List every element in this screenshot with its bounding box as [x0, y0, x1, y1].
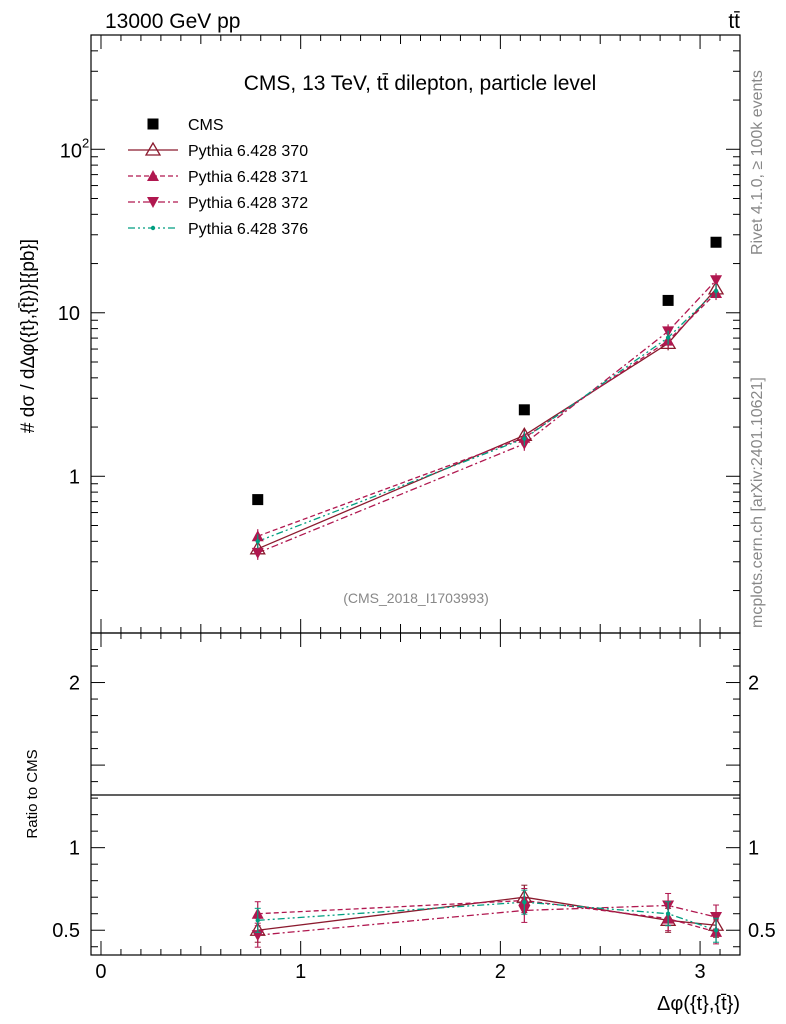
ratio-point-3: [255, 918, 260, 923]
mc-point-4: [713, 288, 719, 294]
ratio-markers: [249, 884, 725, 948]
legend: CMS Pythia 6.428 370 Pythia 6.428 371 Pythi…: [128, 117, 308, 238]
legend-marker: [150, 225, 156, 231]
x-tick-label: 2: [495, 961, 506, 983]
main-y-axis-label: # dσ / dΔφ({t},{t̄})}[{pb}]: [18, 239, 39, 433]
mc-curve-4: [257, 290, 717, 542]
ratio-point-2: [251, 930, 264, 942]
legend-marker-cms: [147, 118, 159, 130]
main-y-tick-label: 10: [60, 140, 82, 162]
mc-point-4: [522, 436, 527, 441]
ratio-y-tick-label-right: 1: [748, 838, 759, 860]
cms-data-point: [662, 294, 674, 306]
mcplots-label: mcplots.cern.ch [arXiv:2401.10621]: [749, 377, 766, 628]
ratio-y-tick-label-right: 0.5: [748, 920, 776, 942]
ratio-point-3: [665, 911, 671, 916]
ratio-curves: [257, 896, 717, 936]
header-right: tt̄: [728, 10, 740, 33]
ratio-point-3: [713, 928, 719, 933]
cms-data-point: [252, 494, 264, 506]
ratio-plot-panel: 0.5 0.5 1 1 2 2 0 1 2 3 Ratio to CMS Δφ({t},{t̄}): [24, 632, 776, 1015]
mc-point-4: [665, 335, 671, 340]
mc-curve-2: [257, 292, 717, 537]
ratio-y-tick-label: 2: [69, 673, 80, 695]
x-tick-label: 0: [95, 961, 106, 983]
cms-data-point: [518, 404, 530, 416]
ratio-curve-1: [257, 899, 717, 933]
legend-entry: Pythia 6.428 370: [188, 143, 308, 160]
ratio-curve-2: [257, 904, 717, 936]
ratio-curve-0: [257, 896, 717, 931]
x-tick-label: 1: [295, 961, 306, 983]
legend-marker: [144, 141, 162, 156]
legend-entry: Pythia 6.428 376: [188, 221, 308, 238]
legend-marker: [147, 170, 159, 181]
x-tick-label: 3: [694, 961, 705, 983]
main-y-tick-label: 10: [58, 303, 80, 325]
ratio-y-axis-label: Ratio to CMS: [24, 749, 41, 838]
analysis-watermark: (CMS_2018_I1703993): [343, 590, 489, 606]
mc-point-3: [710, 275, 723, 287]
ratio-point-2: [710, 912, 723, 924]
legend-marker: [147, 197, 159, 208]
main-mc-curves: [257, 279, 717, 554]
legend-entry: Pythia 6.428 372: [188, 195, 308, 212]
rivet-label: Rivet 4.1.0, ≥ 100k events: [749, 70, 766, 255]
chart-title: CMS, 13 TeV, tt̄ dilepton, particle leve…: [244, 72, 597, 95]
ratio-curve-3: [257, 901, 717, 931]
ratio-y-tick-label: 1: [69, 838, 80, 860]
mc-curve-3: [257, 279, 717, 554]
legend-entry: CMS: [188, 117, 224, 134]
ratio-point-3: [522, 899, 527, 905]
main-markers: [249, 236, 725, 560]
x-axis-label: Δφ({t},{t̄}): [657, 993, 740, 1015]
header-left: 13000 GeV pp: [105, 10, 240, 33]
mc-point-3: [251, 547, 264, 559]
mc-curve-1: [257, 288, 717, 550]
main-y-tick-label-exponent: 2: [82, 135, 89, 150]
main-y-tick-label: 1: [69, 466, 80, 488]
cms-data-point: [710, 236, 722, 248]
mc-point-4: [255, 539, 260, 544]
ratio-y-tick-label-right: 2: [748, 673, 759, 695]
ratio-plot-frame: [90, 632, 741, 956]
ratio-y-tick-label: 0.5: [52, 920, 80, 942]
legend-entry: Pythia 6.428 371: [188, 169, 308, 186]
ratio-ticks: 0.5 0.5 1 1 2 2 0 1 2 3: [52, 633, 776, 983]
